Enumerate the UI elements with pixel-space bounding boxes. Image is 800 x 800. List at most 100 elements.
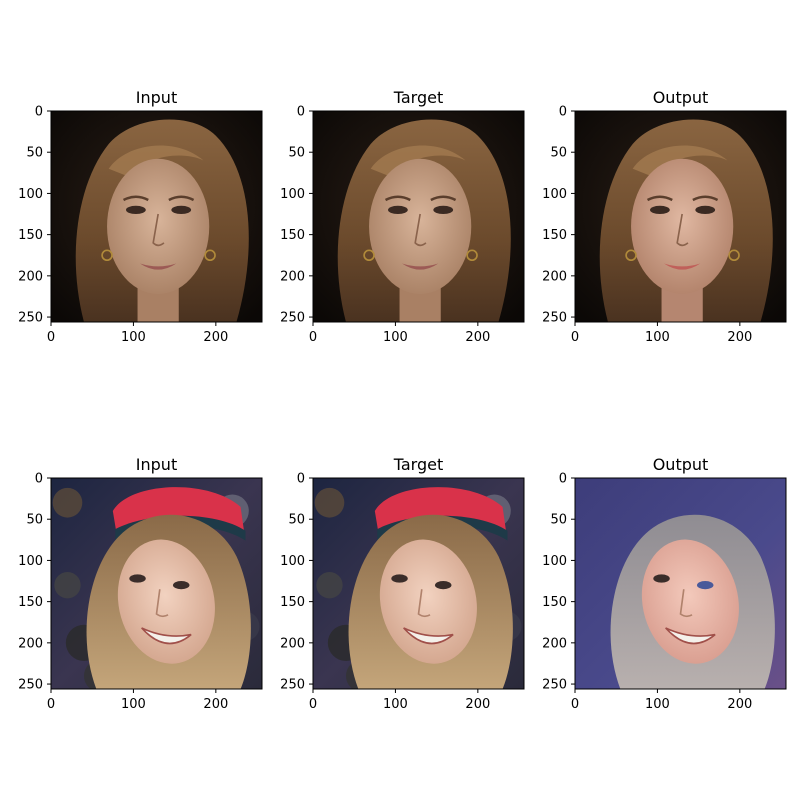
nose: [417, 589, 431, 618]
y-tick-label: 250: [280, 311, 305, 326]
left-eye: [653, 574, 670, 583]
left-eye: [391, 574, 408, 583]
right-brow: [168, 195, 195, 202]
y-tick-label: 150: [280, 595, 305, 610]
y-tick-label: 200: [18, 636, 43, 651]
face-photo-generated: [575, 478, 786, 689]
left-brow: [384, 195, 411, 202]
y-tick-label: 50: [288, 513, 305, 528]
face: [107, 158, 210, 294]
panel-r1-c1: Input 0 100 200 0 50 100 150 200 250: [18, 88, 263, 345]
y-tick-label: 200: [542, 636, 567, 651]
y-tick-label: 250: [18, 678, 43, 693]
face-photo-input: [51, 111, 262, 322]
face: [641, 539, 739, 664]
axes-frame: [312, 477, 525, 690]
x-tick-label: 200: [203, 330, 228, 345]
y-tick-label: 200: [280, 269, 305, 284]
portrait-drawing: [313, 111, 524, 322]
y-tick-label: 0: [297, 472, 305, 487]
smile: [141, 627, 192, 645]
x-tick-label: 100: [121, 330, 146, 345]
face: [117, 539, 215, 664]
left-eye: [388, 205, 408, 215]
face-photo-generated: [575, 111, 786, 322]
face: [631, 158, 734, 294]
x-tick-label: 200: [727, 697, 752, 712]
mouth: [664, 263, 701, 270]
nose: [152, 213, 165, 247]
portrait-drawing: [575, 111, 786, 322]
nose: [676, 213, 689, 247]
y-tick-label: 50: [550, 146, 567, 161]
x-tick-label: 0: [47, 330, 55, 345]
portrait-drawing: [575, 478, 786, 689]
smile: [665, 627, 716, 645]
x-tick-label: 100: [121, 697, 146, 712]
x-tick-label: 100: [645, 330, 670, 345]
y-tick-label: 100: [280, 554, 305, 569]
y-tick-label: 100: [280, 187, 305, 202]
right-eye: [171, 205, 192, 215]
left-eye: [126, 205, 146, 215]
portrait-drawing: [313, 478, 524, 689]
y-tick-label: 150: [18, 228, 43, 243]
panel-r2-c3: Output 0 100 200 0 50 100 150 200 250: [542, 455, 787, 712]
axes-frame: [574, 477, 787, 690]
y-tick-label: 50: [26, 513, 43, 528]
panel-title: Output: [653, 455, 709, 474]
mouth: [140, 263, 177, 270]
x-tick-label: 0: [309, 697, 317, 712]
x-tick-label: 0: [571, 330, 579, 345]
right-brow: [692, 195, 719, 202]
y-tick-label: 200: [542, 269, 567, 284]
right-eye: [433, 205, 454, 215]
panel-r2-c1: Input 0 100 200 0 50 100 150 200 250: [18, 455, 263, 712]
y-tick-label: 100: [18, 187, 43, 202]
panel-title: Input: [136, 455, 177, 474]
crowd-blob: [316, 571, 343, 599]
y-tick-label: 150: [18, 595, 43, 610]
x-tick-label: 100: [383, 330, 408, 345]
y-tick-label: 200: [280, 636, 305, 651]
y-tick-label: 50: [288, 146, 305, 161]
left-eye: [129, 574, 146, 583]
nose: [155, 589, 169, 618]
x-tick-label: 100: [645, 697, 670, 712]
portrait-drawing: [51, 478, 262, 689]
x-tick-label: 200: [465, 330, 490, 345]
panel-r1-c3: Output 0 100 200 0 50 100 150 200 250: [542, 88, 787, 345]
y-tick-label: 150: [542, 228, 567, 243]
panel-r1-c2: Target 0 100 200 0 50 100 150 200 250: [280, 88, 525, 345]
panel-r2-c2: Target 0 100 200 0 50 100 150 200 250: [280, 455, 525, 712]
crowd-blob: [314, 487, 345, 518]
y-tick-label: 0: [35, 472, 43, 487]
portrait-drawing: [51, 111, 262, 322]
right-earring: [466, 249, 478, 262]
y-tick-label: 150: [280, 228, 305, 243]
panel-title: Output: [653, 88, 709, 107]
y-tick-label: 0: [559, 105, 567, 120]
y-tick-label: 250: [542, 311, 567, 326]
right-eye: [696, 581, 714, 590]
panel-title: Target: [393, 455, 444, 474]
x-tick-label: 0: [47, 697, 55, 712]
nose: [679, 589, 693, 618]
left-brow: [122, 195, 149, 202]
left-brow: [646, 195, 673, 202]
right-eye: [695, 205, 716, 215]
left-earring: [101, 249, 113, 262]
left-eye: [650, 205, 670, 215]
y-tick-label: 100: [542, 554, 567, 569]
crowd-blob: [52, 487, 83, 518]
face-photo-target: [313, 478, 524, 689]
left-earring: [363, 249, 375, 262]
y-tick-label: 250: [280, 678, 305, 693]
mouth: [402, 263, 439, 270]
y-tick-label: 100: [542, 187, 567, 202]
panel-title: Target: [393, 88, 444, 107]
x-tick-label: 100: [383, 697, 408, 712]
x-tick-label: 0: [571, 697, 579, 712]
face-photo-input: [51, 478, 262, 689]
